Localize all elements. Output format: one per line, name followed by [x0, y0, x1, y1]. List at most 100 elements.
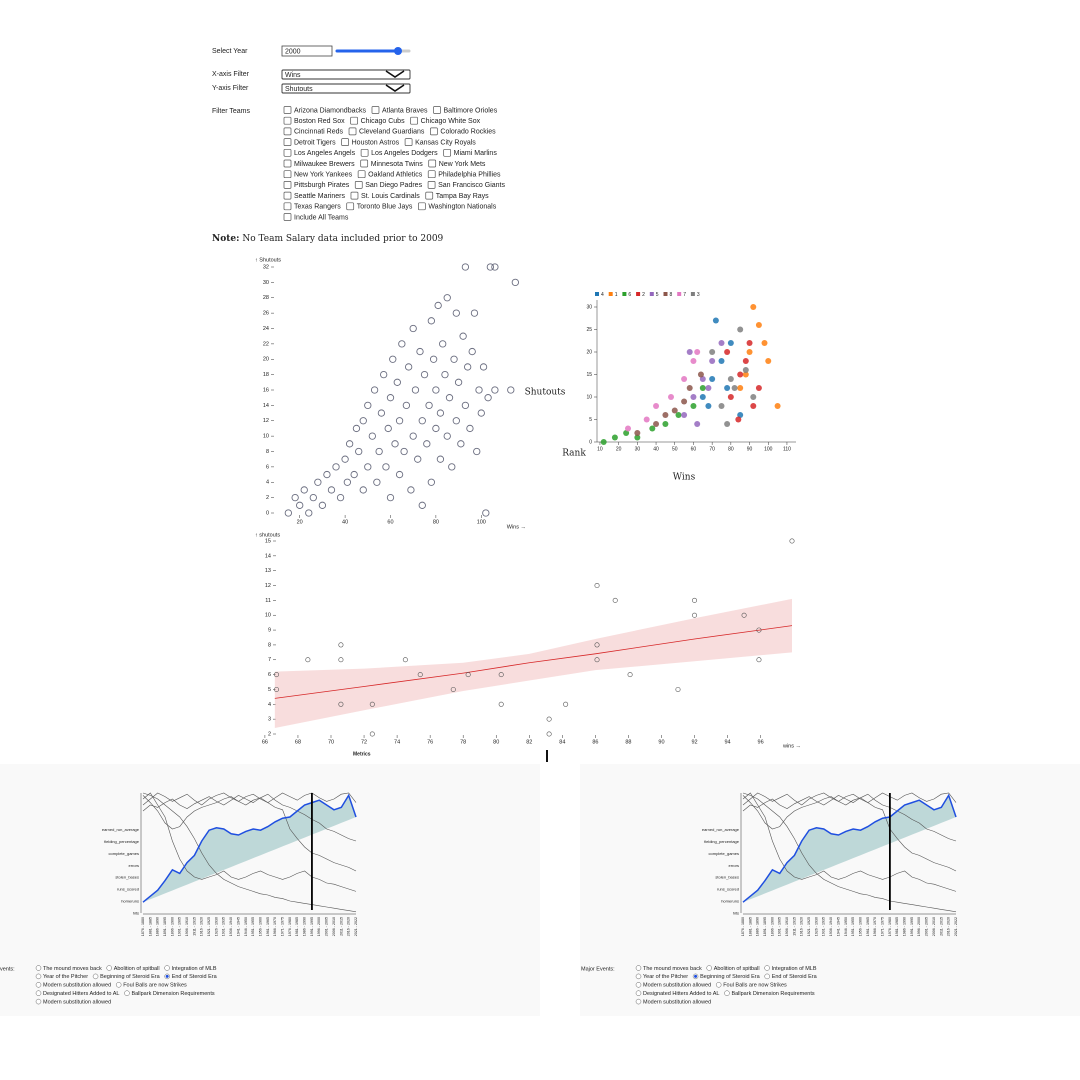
x-tick-label: 1876 - 1880: [141, 917, 145, 936]
checkbox[interactable]: [354, 181, 363, 189]
radio[interactable]: [706, 965, 712, 971]
radio[interactable]: [635, 998, 642, 1005]
checkbox[interactable]: [283, 148, 292, 157]
radio[interactable]: [106, 965, 112, 971]
y-category-label: errors: [729, 863, 739, 868]
checkbox[interactable]: [283, 159, 292, 168]
checkbox[interactable]: [283, 202, 292, 211]
radio[interactable]: [764, 973, 770, 980]
point: [761, 340, 768, 346]
checkbox[interactable]: [341, 138, 349, 146]
team-label: Houston Astros: [352, 139, 400, 146]
checkbox[interactable]: [350, 116, 358, 125]
y-tick-label: 10: [263, 434, 269, 440]
x-tick-label: 2016 - 2020: [347, 917, 351, 936]
point: [741, 612, 747, 618]
checkbox[interactable]: [360, 159, 369, 168]
point: [338, 657, 344, 663]
checkbox[interactable]: [427, 170, 436, 179]
point: [750, 394, 757, 400]
x-tick-label: 94: [724, 739, 730, 745]
year-input[interactable]: [281, 45, 333, 57]
checkbox[interactable]: [283, 138, 292, 146]
x-tick-label: 1931 - 1935: [222, 917, 226, 936]
radio-label: Designated Hitters Added to AL: [43, 991, 119, 997]
x-tick-label: 60: [387, 519, 393, 525]
checkbox[interactable]: [283, 170, 292, 179]
point: [291, 493, 299, 502]
point: [443, 432, 451, 440]
checkbox[interactable]: [418, 202, 426, 211]
checkbox[interactable]: [410, 116, 418, 125]
point: [479, 363, 488, 371]
checkbox[interactable]: [425, 191, 434, 200]
x-tick-label: 84: [559, 739, 565, 745]
slider-thumb[interactable]: [394, 47, 402, 55]
highlight-area: [743, 795, 956, 903]
radio[interactable]: [35, 998, 42, 1005]
radio[interactable]: [715, 982, 722, 988]
point: [459, 332, 467, 340]
radio[interactable]: [115, 982, 122, 988]
point: [727, 394, 734, 400]
x-tick-label: 1981 - 1985: [295, 917, 299, 936]
radio[interactable]: [635, 973, 642, 980]
radio[interactable]: [164, 965, 170, 971]
team-label: Include All Teams: [294, 214, 349, 221]
team-label: Boston Red Sox: [294, 118, 345, 125]
radio[interactable]: [635, 965, 642, 971]
checkbox[interactable]: [360, 148, 369, 157]
checkbox[interactable]: [283, 106, 292, 114]
point: [305, 509, 313, 517]
checkbox[interactable]: [427, 181, 436, 189]
point: [454, 378, 463, 386]
radio[interactable]: [92, 973, 99, 980]
checkbox[interactable]: [357, 170, 366, 179]
checkbox[interactable]: [346, 202, 355, 211]
point: [612, 597, 618, 603]
checkbox[interactable]: [443, 148, 452, 157]
point: [690, 403, 697, 409]
metric-line: [142, 792, 357, 806]
radio[interactable]: [724, 990, 730, 996]
checkbox[interactable]: [428, 159, 437, 168]
checkbox[interactable]: [404, 138, 413, 146]
radio[interactable]: [635, 982, 642, 988]
checkbox[interactable]: [283, 127, 292, 136]
radio-label: Beginning of Steroid Era: [700, 974, 761, 980]
checkbox[interactable]: [283, 191, 292, 200]
point: [411, 386, 420, 394]
checkbox[interactable]: [433, 106, 441, 114]
checkbox[interactable]: [283, 116, 292, 125]
y-tick-label: 0: [266, 510, 269, 516]
x-tick-label: 2006 - 2010: [332, 917, 336, 936]
radio[interactable]: [35, 973, 42, 980]
checkbox[interactable]: [283, 181, 292, 189]
radio[interactable]: [35, 990, 42, 996]
radio[interactable]: [635, 990, 642, 996]
radio[interactable]: [124, 990, 130, 996]
checkbox[interactable]: [283, 213, 292, 221]
checkbox[interactable]: [350, 191, 359, 200]
point: [546, 731, 552, 737]
radio[interactable]: [35, 965, 42, 971]
metric-line: [142, 795, 357, 872]
point: [742, 371, 749, 378]
year-label: Select Year: [212, 48, 248, 55]
point: [318, 501, 327, 509]
checkbox[interactable]: [430, 127, 438, 136]
y-filter-select[interactable]: [281, 83, 411, 94]
radio[interactable]: [764, 965, 770, 971]
checkbox[interactable]: [348, 127, 357, 136]
point: [465, 672, 471, 678]
point: [461, 401, 470, 410]
x-filter-select[interactable]: [281, 69, 411, 80]
radio-label: Integration of MLB: [172, 966, 217, 972]
point: [418, 417, 426, 425]
radio[interactable]: [35, 982, 42, 988]
checkbox[interactable]: [371, 106, 380, 114]
point: [420, 370, 429, 379]
x-tick-label: 72: [361, 739, 367, 745]
x-tick-label: 90: [658, 739, 664, 745]
x-tick-label: 1936 - 1940: [829, 917, 833, 936]
